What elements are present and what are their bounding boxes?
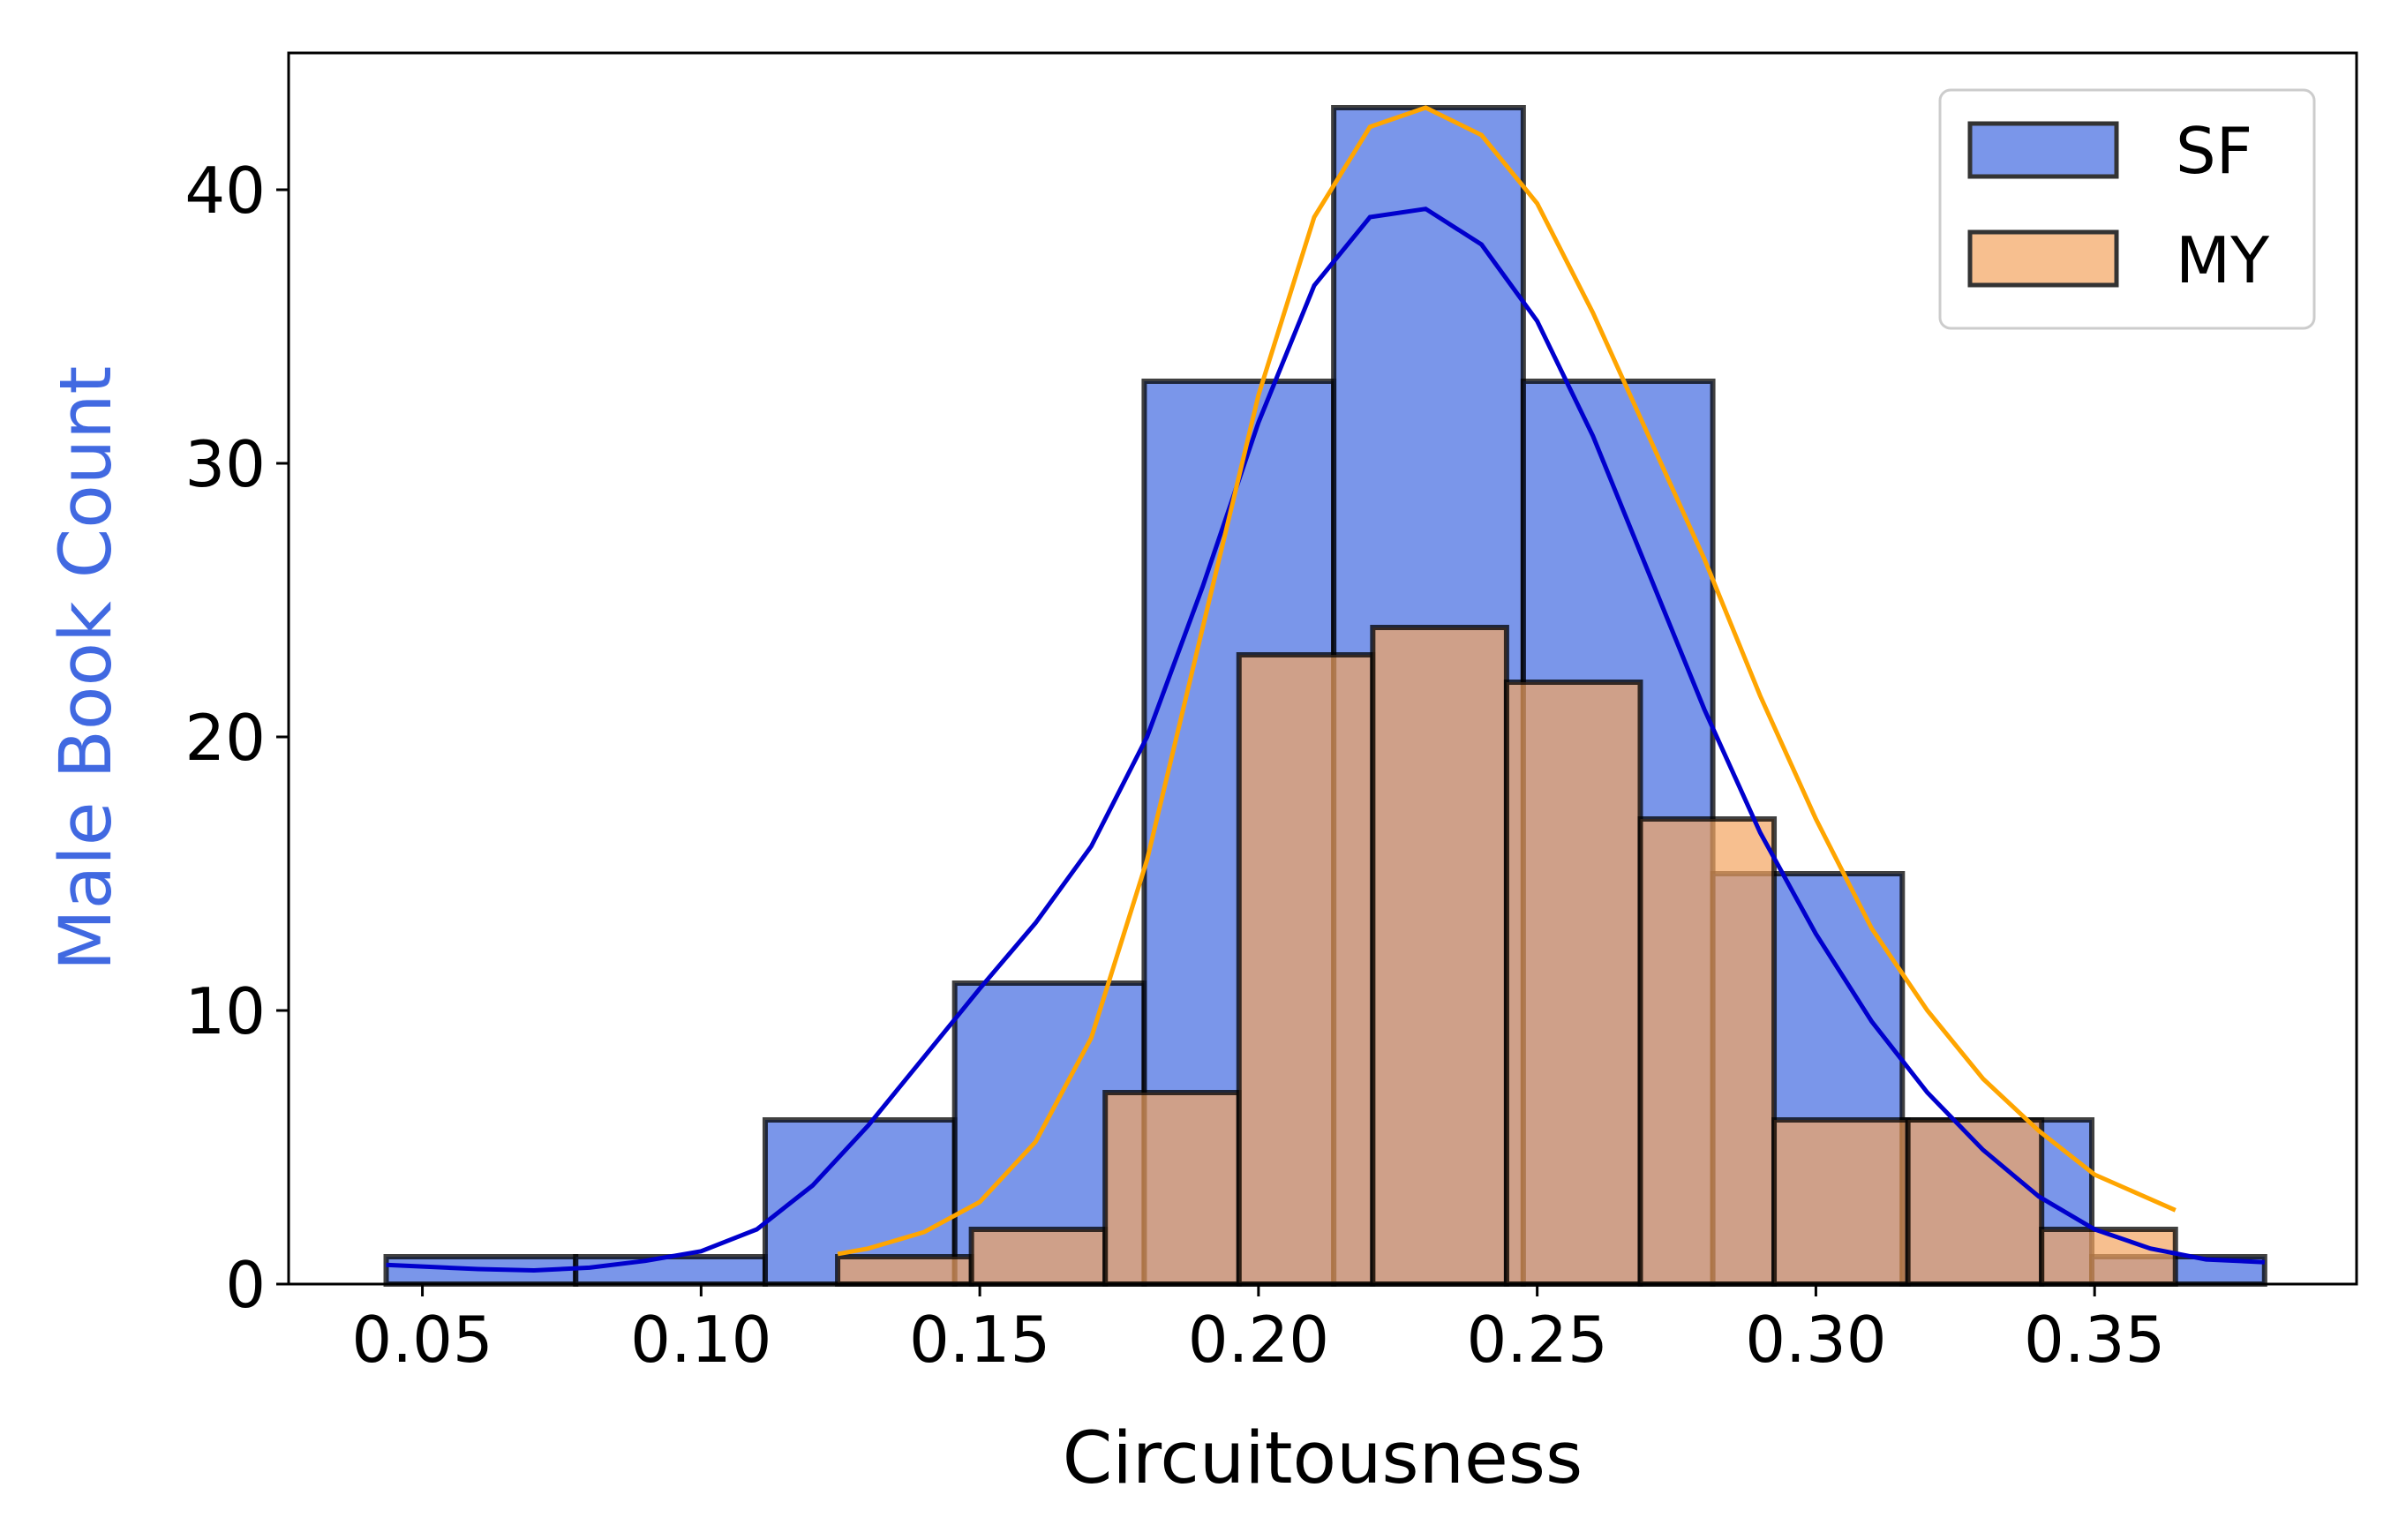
my-bar <box>1771 1117 1911 1287</box>
my-bar <box>1236 652 1376 1287</box>
my-bar <box>835 1254 974 1287</box>
my-bar <box>1370 625 1509 1287</box>
plot-area <box>383 105 2267 1287</box>
legend-swatch-sf <box>1967 121 2119 179</box>
legend-label-sf: SF <box>2176 114 2252 188</box>
my-bar <box>1905 1117 2045 1287</box>
my-bar <box>1637 816 1778 1287</box>
sf-kde-curve <box>386 207 2265 1273</box>
my-bar <box>968 1227 1109 1287</box>
y-tick-label: 30 <box>184 427 266 501</box>
axes-frame <box>287 51 2358 1286</box>
legend: SF MY <box>1938 88 2316 330</box>
x-axis-ticks: 0.05 0.10 0.15 0.20 0.25 0.30 0.35 <box>351 1284 2165 1377</box>
legend-swatch-my <box>1967 229 2119 288</box>
x-tick-label: 0.25 <box>1466 1303 1607 1377</box>
my-kde-curve <box>837 105 2177 1257</box>
y-axis-ticks: 0 10 20 30 40 <box>184 154 289 1322</box>
my-bar <box>1503 680 1643 1287</box>
y-tick-label: 10 <box>184 974 266 1048</box>
x-tick-label: 0.35 <box>2024 1303 2165 1377</box>
y-tick-label: 20 <box>184 701 266 775</box>
x-tick-label: 0.05 <box>351 1303 492 1377</box>
x-axis-label: Circuitousness <box>1063 1417 1583 1500</box>
legend-label-my: MY <box>2176 223 2270 297</box>
sf-bar <box>573 1254 768 1287</box>
y-axis-label: Male Book Count <box>45 366 128 972</box>
y-tick-label: 0 <box>225 1248 266 1322</box>
my-bar <box>1102 1090 1242 1287</box>
my-bar <box>2039 1227 2178 1287</box>
x-tick-label: 0.15 <box>909 1303 1050 1377</box>
x-tick-label: 0.30 <box>1745 1303 1886 1377</box>
x-tick-label: 0.10 <box>630 1303 771 1377</box>
my-bars <box>835 625 2178 1287</box>
y-tick-label: 40 <box>184 154 266 228</box>
x-tick-label: 0.20 <box>1188 1303 1329 1377</box>
